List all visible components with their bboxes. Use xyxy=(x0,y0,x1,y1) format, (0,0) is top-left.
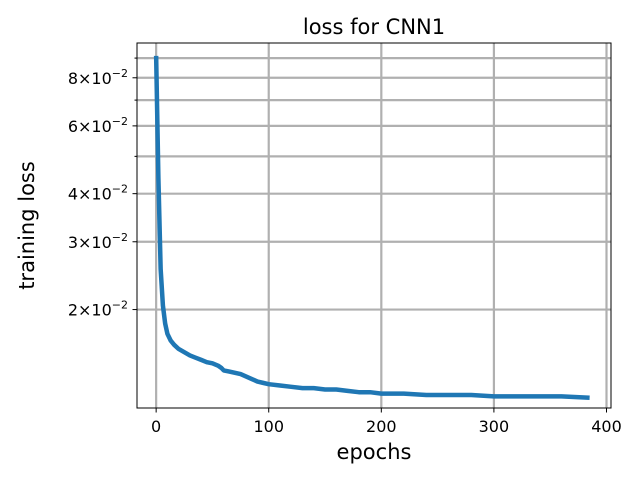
y-axis-label: training loss xyxy=(15,161,39,290)
ticks: 0 100 200 300 400 2×10−2 3×10−2 4×10−2 6×10−2 8×1… xyxy=(68,57,622,436)
x-tick-label: 100 xyxy=(253,417,284,436)
y-tick-label: 4×10−2 xyxy=(68,183,128,204)
x-tick-label: 300 xyxy=(479,417,510,436)
x-tick-label: 0 xyxy=(151,417,161,436)
x-tick-label: 200 xyxy=(366,417,397,436)
y-tick-label: 6×10−2 xyxy=(68,115,128,136)
plot-frame xyxy=(136,42,612,409)
series-line-1 xyxy=(153,55,590,401)
y-tick-label: 2×10−2 xyxy=(68,299,128,320)
x-axis-label: epochs xyxy=(337,440,412,464)
y-tick-label: 8×10−2 xyxy=(68,67,128,88)
chart-title: loss for CNN1 xyxy=(303,15,445,39)
series-layer xyxy=(153,55,590,401)
y-tick-label: 3×10−2 xyxy=(68,231,128,252)
grid xyxy=(137,43,611,408)
x-tick-label: 400 xyxy=(591,417,622,436)
